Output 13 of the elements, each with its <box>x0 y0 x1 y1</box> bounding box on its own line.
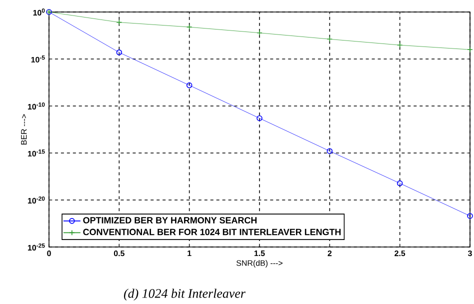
point <box>256 115 262 122</box>
point <box>116 50 122 56</box>
point <box>256 30 262 36</box>
point <box>186 82 192 88</box>
legend-label: OPTIMIZED BER BY HARMONY SEARCH <box>83 217 257 224</box>
legend-label: CONVENTIONAL BER FOR 1024 BIT INTERLEAVER LENGTH <box>83 228 341 236</box>
text: (d) 1024 bit Interleaver <box>124 288 246 300</box>
point <box>326 148 333 154</box>
point <box>396 180 403 186</box>
point <box>186 24 192 30</box>
point <box>326 36 333 42</box>
point <box>396 42 403 48</box>
point <box>116 19 122 26</box>
